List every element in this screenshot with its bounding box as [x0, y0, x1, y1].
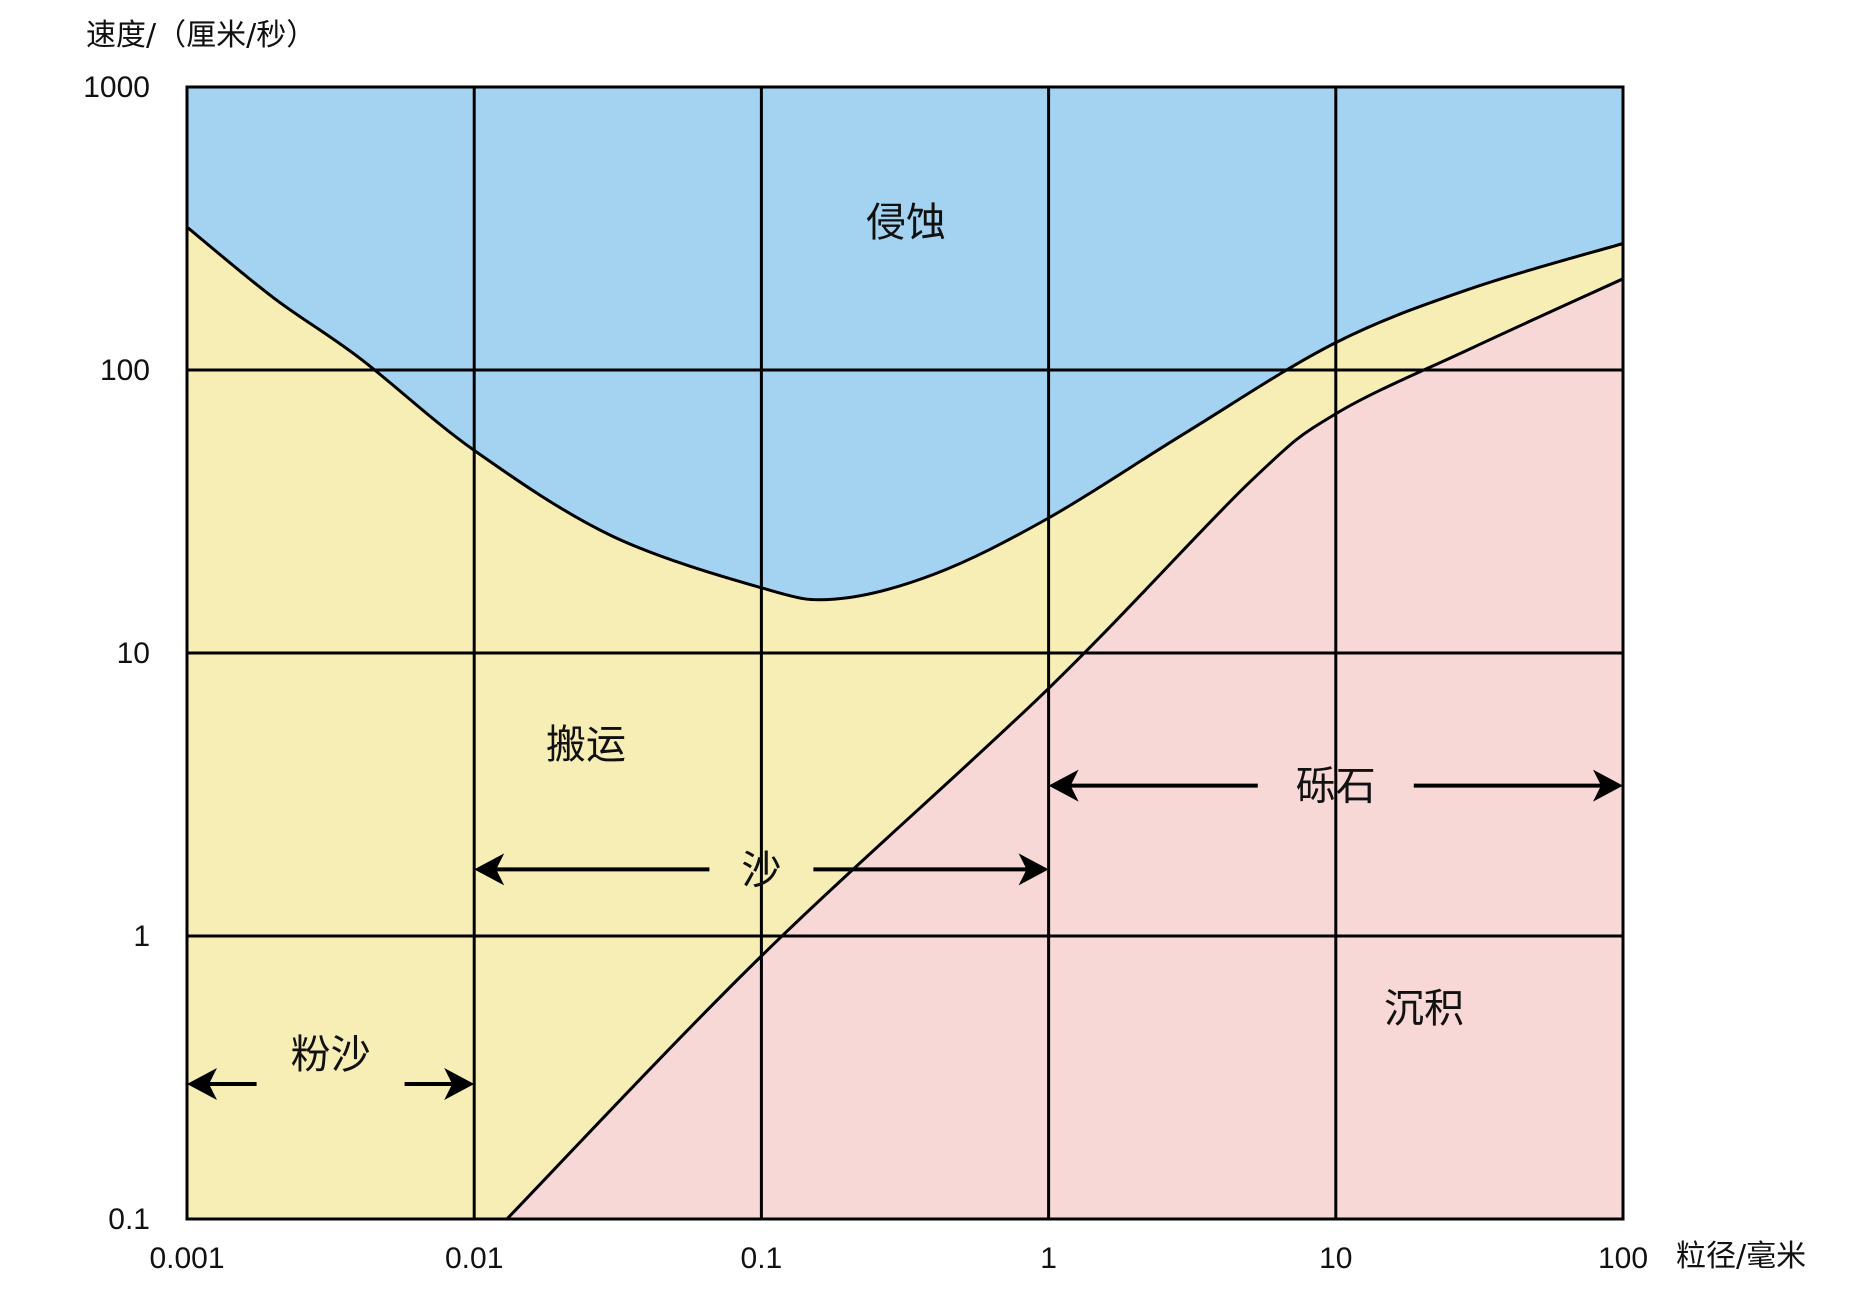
size-range-label: 沙 — [741, 847, 781, 893]
erosion-threshold-curve — [187, 225, 1623, 602]
arrowhead — [1593, 769, 1623, 802]
x-tick-label: 0.1 — [741, 1242, 783, 1275]
size-range-label: 粉沙 — [291, 1032, 371, 1078]
size-range-label: 砾石 — [1296, 764, 1376, 810]
arrowhead — [444, 1067, 475, 1100]
y-tick-label: 10 — [117, 637, 150, 670]
y-tick-label: 1 — [133, 920, 150, 953]
x-tick-label: 0.01 — [445, 1242, 503, 1275]
y-tick-labels: 0.1 1 10 100 1000 — [83, 71, 150, 1236]
y-axis-title: 速度/（厘米/秒） — [86, 18, 316, 53]
deposition-region — [506, 278, 1623, 1219]
x-tick-label: 100 — [1598, 1242, 1648, 1275]
x-axis-title: 粒径/毫米 — [1676, 1239, 1806, 1274]
y-tick-label: 0.1 — [108, 1203, 150, 1236]
y-tick-label: 1000 — [83, 71, 150, 104]
x-tick-label: 1 — [1040, 1242, 1057, 1275]
x-tick-label: 0.001 — [149, 1242, 224, 1275]
arrowhead — [1018, 853, 1049, 886]
arrowhead — [474, 853, 505, 886]
arrowhead — [187, 1067, 217, 1100]
deposition-threshold-curve — [505, 277, 1623, 1219]
erosion-label: 侵蚀 — [866, 200, 946, 246]
arrowhead — [1048, 769, 1079, 802]
size-range-markers: 粉沙 沙 砾石 — [187, 764, 1623, 1100]
deposition-label: 沉积 — [1384, 986, 1464, 1032]
x-tick-label: 10 — [1319, 1242, 1352, 1275]
plot-frame — [185, 85, 1625, 1221]
transport-label: 搬运 — [546, 722, 626, 768]
erosion-region — [187, 87, 1623, 600]
y-tick-label: 100 — [100, 354, 150, 387]
x-tick-labels: 0.001 0.01 0.1 1 10 100 — [149, 1242, 1648, 1275]
